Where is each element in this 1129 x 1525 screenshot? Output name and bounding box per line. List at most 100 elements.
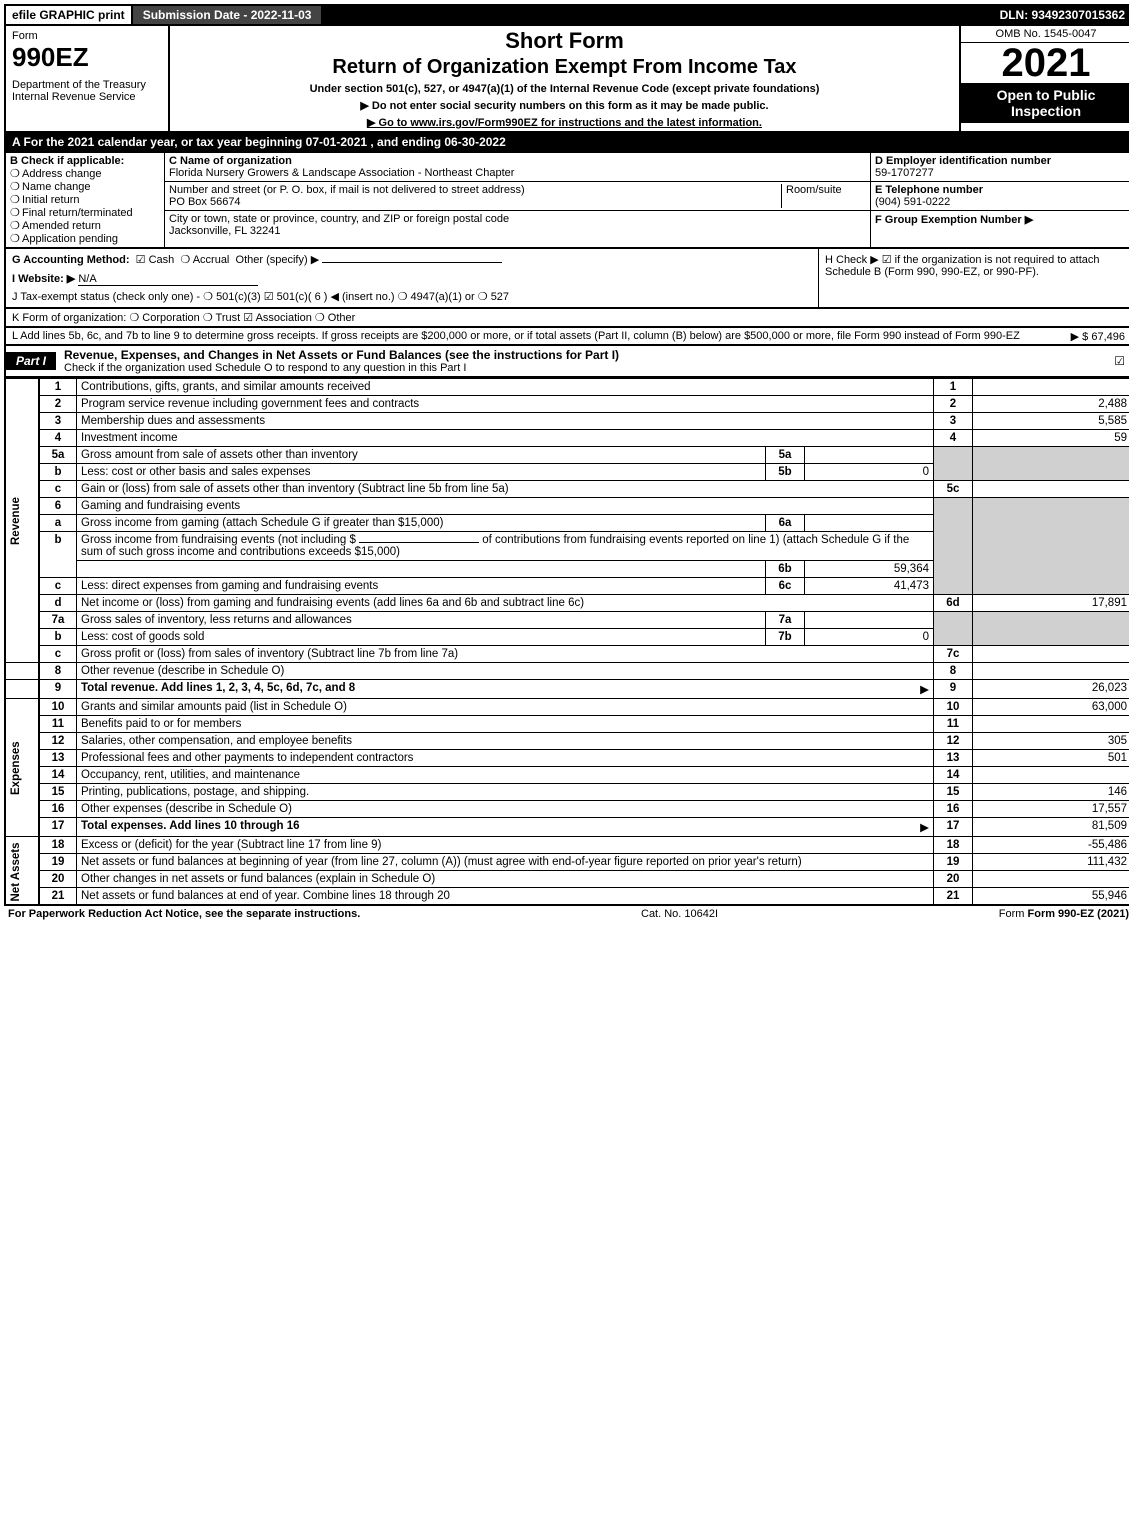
page-footer: For Paperwork Reduction Act Notice, see … <box>4 906 1129 922</box>
checkbox-address-change[interactable]: ❍ <box>10 167 22 180</box>
street-value: PO Box 56674 <box>169 196 241 208</box>
block-bcde: B Check if applicable: ❍Address change ❍… <box>4 153 1129 249</box>
grey-cell <box>973 447 1129 481</box>
line-rno: 20 <box>934 871 973 888</box>
table-row: d Net income or (loss) from gaming and f… <box>5 595 1129 612</box>
opt-application-pending: Application pending <box>22 233 118 245</box>
arrow-icon: ▶ <box>920 682 929 696</box>
efile-print-button[interactable]: efile GRAPHIC print <box>6 6 133 24</box>
line-k: K Form of organization: ❍ Corporation ❍ … <box>4 309 1129 328</box>
goto-link[interactable]: ▶ Go to www.irs.gov/Form990EZ for instru… <box>176 116 953 129</box>
e-label: E Telephone number <box>875 184 983 196</box>
line-rno: 4 <box>934 430 973 447</box>
line-no: 18 <box>39 837 77 854</box>
line-no: c <box>39 481 77 498</box>
line-desc: Other revenue (describe in Schedule O) <box>77 663 934 680</box>
room-label: Room/suite <box>786 184 842 196</box>
header-left: Form 990EZ Department of the Treasury In… <box>6 26 170 131</box>
sidelabel-revenue: Revenue <box>5 379 39 663</box>
table-row: Expenses 10 Grants and similar amounts p… <box>5 699 1129 716</box>
line-rno: 9 <box>934 680 973 699</box>
line-desc: Membership dues and assessments <box>77 413 934 430</box>
grey-cell <box>973 612 1129 646</box>
g-other-input[interactable] <box>322 262 502 263</box>
line-rno: 16 <box>934 801 973 818</box>
line-midno: 6a <box>766 515 805 532</box>
line-val <box>973 481 1129 498</box>
l-text: L Add lines 5b, 6c, and 7b to line 9 to … <box>12 330 1020 342</box>
table-row: 13 Professional fees and other payments … <box>5 750 1129 767</box>
g-other[interactable]: Other (specify) ▶ <box>236 254 320 266</box>
table-row: 8 Other revenue (describe in Schedule O)… <box>5 663 1129 680</box>
line-desc: Total revenue. Add lines 1, 2, 3, 4, 5c,… <box>77 680 934 699</box>
part-i-checkbox[interactable]: ☑ <box>1114 354 1129 368</box>
line-no: 13 <box>39 750 77 767</box>
line-no: a <box>39 515 77 532</box>
checkbox-amended-return[interactable]: ❍ <box>10 219 22 232</box>
checkbox-application-pending[interactable]: ❍ <box>10 232 22 245</box>
form-label: Form <box>12 30 162 42</box>
table-row: Net Assets 18 Excess or (deficit) for th… <box>5 837 1129 854</box>
line-val <box>973 646 1129 663</box>
line-no: 15 <box>39 784 77 801</box>
line-rno: 1 <box>934 379 973 396</box>
opt-name-change: Name change <box>22 181 91 193</box>
line-val: 17,557 <box>973 801 1129 818</box>
form-number: 990EZ <box>12 42 162 73</box>
line-desc: Benefits paid to or for members <box>77 716 934 733</box>
line-midval: 41,473 <box>805 578 934 595</box>
line-desc: Other changes in net assets or fund bala… <box>77 871 934 888</box>
line-rno: 8 <box>934 663 973 680</box>
line-val <box>973 379 1129 396</box>
website-value: N/A <box>78 273 258 286</box>
line-rno: 3 <box>934 413 973 430</box>
line-desc: Less: direct expenses from gaming and fu… <box>77 578 766 595</box>
line-no: 14 <box>39 767 77 784</box>
line-desc: Less: cost of goods sold <box>77 629 766 646</box>
line-desc: Gross profit or (loss) from sales of inv… <box>77 646 934 663</box>
grey-cell <box>934 612 973 646</box>
arrow-icon: ▶ <box>920 820 929 834</box>
footer-right: Form Form 990-EZ (2021) <box>999 908 1129 920</box>
line-desc: Gross income from fundraising events (no… <box>77 532 934 561</box>
department: Department of the Treasury Internal Reve… <box>12 79 162 103</box>
line-no: 3 <box>39 413 77 430</box>
lines-table: Revenue 1 Contributions, gifts, grants, … <box>4 378 1129 906</box>
table-row: c Gain or (loss) from sale of assets oth… <box>5 481 1129 498</box>
line-desc: Gross amount from sale of assets other t… <box>77 447 766 464</box>
line-no: c <box>39 646 77 663</box>
line-rno: 10 <box>934 699 973 716</box>
city-label: City or town, state or province, country… <box>169 213 509 225</box>
line-desc: Gross income from gaming (attach Schedul… <box>77 515 766 532</box>
line-val <box>973 871 1129 888</box>
table-row: 14 Occupancy, rent, utilities, and maint… <box>5 767 1129 784</box>
tax-year: 2021 <box>961 43 1129 83</box>
topbar: efile GRAPHIC print Submission Date - 20… <box>4 4 1129 26</box>
line-desc <box>77 561 766 578</box>
g-cash[interactable]: ☑ Cash <box>136 254 175 266</box>
line-no: 16 <box>39 801 77 818</box>
line-val: 26,023 <box>973 680 1129 699</box>
table-row: 2 Program service revenue including gove… <box>5 396 1129 413</box>
g-label: G Accounting Method: <box>12 254 130 266</box>
line-no: 4 <box>39 430 77 447</box>
topbar-left: efile GRAPHIC print Submission Date - 20… <box>6 6 321 24</box>
opt-final-return: Final return/terminated <box>22 207 133 219</box>
line-midno: 7b <box>766 629 805 646</box>
g-accrual[interactable]: ❍ Accrual <box>180 254 229 266</box>
checkbox-name-change[interactable]: ❍ <box>10 180 22 193</box>
line-no: 9 <box>39 680 77 699</box>
grey-cell <box>934 498 973 595</box>
checkbox-final-return[interactable]: ❍ <box>10 206 22 219</box>
line-rno: 17 <box>934 818 973 837</box>
opt-amended-return: Amended return <box>22 220 101 232</box>
line-rno: 12 <box>934 733 973 750</box>
return-title: Return of Organization Exempt From Incom… <box>176 56 953 79</box>
line-rno: 7c <box>934 646 973 663</box>
line-no: 10 <box>39 699 77 716</box>
line-j: J Tax-exempt status (check only one) - ❍… <box>12 290 812 303</box>
checkbox-initial-return[interactable]: ❍ <box>10 193 22 206</box>
dln: DLN: 93492307015362 <box>994 6 1129 24</box>
line-no: d <box>39 595 77 612</box>
line-desc: Occupancy, rent, utilities, and maintena… <box>77 767 934 784</box>
